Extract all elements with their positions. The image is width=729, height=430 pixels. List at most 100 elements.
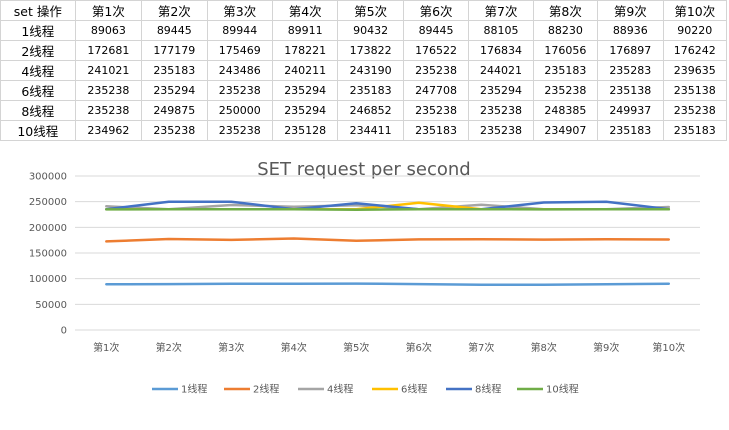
table-cell: 243486 <box>206 60 273 81</box>
table-cell: 234962 <box>74 120 143 141</box>
table-cell: 88230 <box>532 20 599 41</box>
table-cell: 235183 <box>597 120 664 141</box>
chart-title: SET request per second <box>257 159 470 180</box>
table-cell: 176242 <box>662 40 728 61</box>
row-label: 10线程 <box>0 120 76 141</box>
x-tick-label: 第2次 <box>156 341 182 354</box>
legend-label: 4线程 <box>327 383 353 396</box>
table-cell: 175469 <box>206 40 273 61</box>
table-cell: 89944 <box>206 20 273 41</box>
series-line <box>105 237 671 243</box>
table-cell: 235183 <box>337 80 404 101</box>
table-header-cell: 第8次 <box>532 0 599 21</box>
table-cell: 89063 <box>74 20 143 41</box>
table-cell: 235238 <box>74 100 143 121</box>
table-header-cell: 第6次 <box>402 0 470 21</box>
row-label: 1线程 <box>0 20 76 41</box>
x-tick-label: 第10次 <box>652 341 685 354</box>
table-cell: 235238 <box>402 100 470 121</box>
series-lines <box>105 200 671 287</box>
legend-label: 10线程 <box>546 383 579 396</box>
row-label: 8线程 <box>0 100 76 121</box>
table-cell: 235238 <box>206 80 273 101</box>
table-cell: 244021 <box>468 60 534 81</box>
table-cell: 235138 <box>662 80 728 101</box>
x-tick-label: 第9次 <box>593 341 619 354</box>
gridlines <box>75 175 700 331</box>
table-row: 8线程 235238 249875 250000 235294 246852 235238 2… <box>0 100 728 121</box>
table-cell: 235294 <box>468 80 534 101</box>
table-cell: 235183 <box>532 60 599 81</box>
table-cell: 247708 <box>402 80 470 101</box>
x-tick-label: 第1次 <box>93 341 119 354</box>
y-tick-label: 100000 <box>29 274 67 285</box>
table-cell: 240211 <box>271 60 339 81</box>
table-header-cell: 第7次 <box>468 0 534 21</box>
table-header-cell: 第9次 <box>597 0 664 21</box>
table-cell: 250000 <box>206 100 273 121</box>
table-cell: 90220 <box>662 20 728 41</box>
series-1 <box>105 282 671 287</box>
table-cell: 246852 <box>337 100 404 121</box>
table-cell: 249875 <box>141 100 208 121</box>
table-cell: 90432 <box>337 20 404 41</box>
table-cell: 235128 <box>271 120 339 141</box>
table-cell: 235183 <box>141 60 208 81</box>
table-cell: 235238 <box>532 80 599 101</box>
table-cell: 176522 <box>402 40 470 61</box>
x-tick-label: 第7次 <box>468 341 494 354</box>
table-cell: 235294 <box>271 80 339 101</box>
table-cell: 241021 <box>74 60 143 81</box>
table-cell: 248385 <box>532 100 599 121</box>
table-cell: 89911 <box>271 20 339 41</box>
table-header-cell: 第3次 <box>206 0 273 21</box>
table-cell: 235238 <box>662 100 728 121</box>
table-cell: 89445 <box>141 20 208 41</box>
x-axis: 第1次 第2次 第3次 第4次 第5次 第6次 第7次 第8次 第9次 第10次 <box>93 341 685 354</box>
table-cell: 235283 <box>597 60 664 81</box>
row-label: 6线程 <box>0 80 76 101</box>
table-cell: 234411 <box>337 120 404 141</box>
table-header-cell: 第5次 <box>337 0 404 21</box>
y-tick-label: 250000 <box>29 197 67 208</box>
series-2 <box>105 237 671 243</box>
legend: 1线程 2线程 4线程 6线程 8线程 10线程 <box>152 383 579 396</box>
table-cell: 235138 <box>597 80 664 101</box>
y-tick-label: 300000 <box>29 172 67 183</box>
series-line <box>105 200 671 211</box>
legend-label: 6线程 <box>401 383 427 396</box>
table-cell: 88936 <box>597 20 664 41</box>
table-cell: 176897 <box>597 40 664 61</box>
table-cell: 172681 <box>74 40 143 61</box>
row-label: 2线程 <box>0 40 76 61</box>
table-cell: 235238 <box>74 80 143 101</box>
line-chart: SET request per second 0 50000 100000 15000… <box>29 159 700 396</box>
table-cell: 176056 <box>532 40 599 61</box>
table-cell: 235238 <box>141 120 208 141</box>
table-cell: 239635 <box>662 60 728 81</box>
row-label: 4线程 <box>0 60 76 81</box>
table-cell: 177179 <box>141 40 208 61</box>
x-tick-label: 第3次 <box>218 341 244 354</box>
table-header-row: set 操作 第1次 第2次 第3次 第4次 第5次 第6次 第7次 第8次 第9次 第10次 <box>0 0 728 21</box>
table-row: 10线程 234962 235238 235238 235128 234411 235183… <box>0 120 728 141</box>
table-cell: 235294 <box>141 80 208 101</box>
legend-label: 8线程 <box>475 383 501 396</box>
table-row: 2线程 172681 177179 175469 178221 173822 176522 1… <box>0 40 728 61</box>
table-row: 4线程 241021 235183 243486 240211 243190 235238 2… <box>0 60 728 81</box>
table-header-cell: 第4次 <box>271 0 339 21</box>
table-cell: 235238 <box>468 100 534 121</box>
y-tick-label: 150000 <box>29 249 67 260</box>
series-line <box>105 207 671 211</box>
table-header-cell: 第1次 <box>74 0 143 21</box>
table-row: 1线程 89063 89445 89944 89911 90432 89445 88105 88… <box>0 20 728 41</box>
series-6 <box>105 207 671 211</box>
table-cell: 235238 <box>402 60 470 81</box>
table-row: 6线程 235238 235294 235238 235294 235183 247708 2… <box>0 80 728 101</box>
y-axis: 0 50000 100000 150000 200000 250000 300000 <box>29 172 67 337</box>
x-tick-label: 第4次 <box>281 341 307 354</box>
table-cell: 173822 <box>337 40 404 61</box>
x-tick-label: 第8次 <box>531 341 557 354</box>
legend-label: 1线程 <box>181 383 207 396</box>
table-cell: 89445 <box>402 20 470 41</box>
